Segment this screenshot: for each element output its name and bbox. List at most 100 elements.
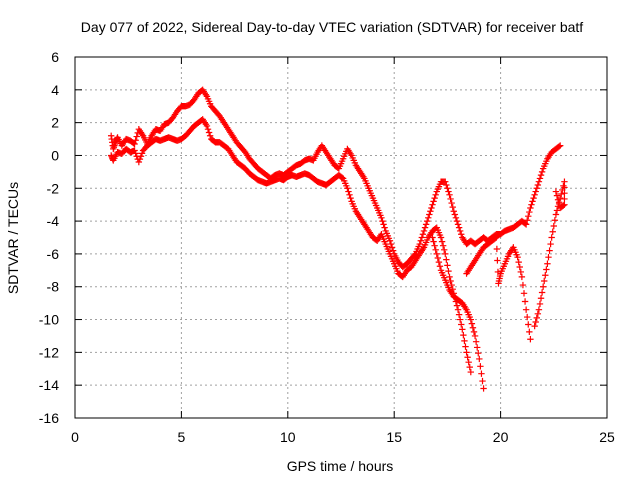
data-point [132,150,139,157]
data-point [529,198,536,205]
data-point [535,306,543,313]
data-point [135,158,143,166]
data-point [493,234,500,241]
data-point [455,311,463,318]
y-tick-label: -16 [39,410,59,426]
data-point [522,306,530,313]
data-point [494,257,501,264]
data-point [533,314,540,322]
data-point [138,150,146,157]
data-point [466,363,473,371]
x-tick-label: 5 [178,429,186,445]
data-point [468,320,476,327]
data-point [435,258,443,266]
data-point [541,277,548,285]
data-point [453,302,461,309]
series-1 [107,86,564,271]
data-point [524,217,531,224]
data-point [460,331,467,339]
y-tick-label: 0 [51,147,59,163]
y-tick-label: -12 [39,344,59,360]
data-point [561,195,568,203]
x-tick-label: 10 [280,429,296,445]
data-point [548,234,555,241]
data-point [537,295,545,302]
data-point [531,322,538,330]
data-point [429,201,436,208]
data-point [475,349,482,357]
data-point [418,234,426,241]
data-point [347,194,354,202]
data-point [443,256,450,263]
data-point [450,208,457,215]
data-point [533,185,540,192]
data-point [132,137,139,144]
data-point [447,195,454,203]
data-point [458,321,465,328]
data-point [131,140,138,148]
data-point [416,240,423,248]
data-point [518,273,526,281]
data-point [463,349,470,356]
series-2 [107,116,475,376]
data-point [431,242,438,249]
data-point [427,208,434,215]
data-point [521,298,529,305]
data-point [432,246,439,254]
data-point [553,192,561,199]
data-point [561,178,568,185]
data-point [546,247,553,254]
data-point [525,212,532,220]
x-tick-label: 0 [71,429,79,445]
data-point [535,178,543,185]
data-point [544,260,551,267]
data-point [389,247,397,254]
series-3 [429,234,487,392]
data-point [462,343,469,350]
data-point [204,126,212,133]
data-point [479,377,486,385]
data-point [137,153,145,160]
data-point [538,289,546,296]
data-point [423,217,431,225]
data-point [477,363,484,370]
data-point [417,237,424,244]
data-point [524,313,531,321]
data-point [452,214,460,222]
data-point [421,224,429,231]
data-point [441,246,448,254]
data-point [556,142,564,149]
y-tick-label: -4 [47,213,60,229]
data-point [338,174,346,181]
data-point [422,221,430,228]
data-point [545,253,552,261]
data-point [478,370,485,377]
x-axis-label: GPS time / hours [287,458,394,474]
data-point [470,328,478,336]
data-point [514,253,521,261]
data-point [458,231,465,238]
y-tick-label: 4 [51,82,59,98]
data-point [442,178,449,185]
data-point [449,203,456,211]
data-point [515,258,522,266]
x-tick-label: 25 [599,429,615,445]
data-point [437,234,445,241]
data-point [438,238,446,245]
data-point [517,268,525,276]
data-point [433,250,440,258]
data-point [380,221,387,228]
y-tick-label: -2 [47,180,60,196]
y-tick-label: 2 [51,115,59,131]
y-tick-label: -6 [47,246,60,262]
data-point [530,194,537,202]
data-point [467,316,475,323]
data-point [426,211,433,218]
x-tick-label: 15 [386,429,402,445]
data-point [444,262,451,269]
data-point [493,245,501,253]
data-point [206,132,214,139]
data-point [532,188,539,195]
data-point [454,221,462,228]
data-point [516,263,523,271]
